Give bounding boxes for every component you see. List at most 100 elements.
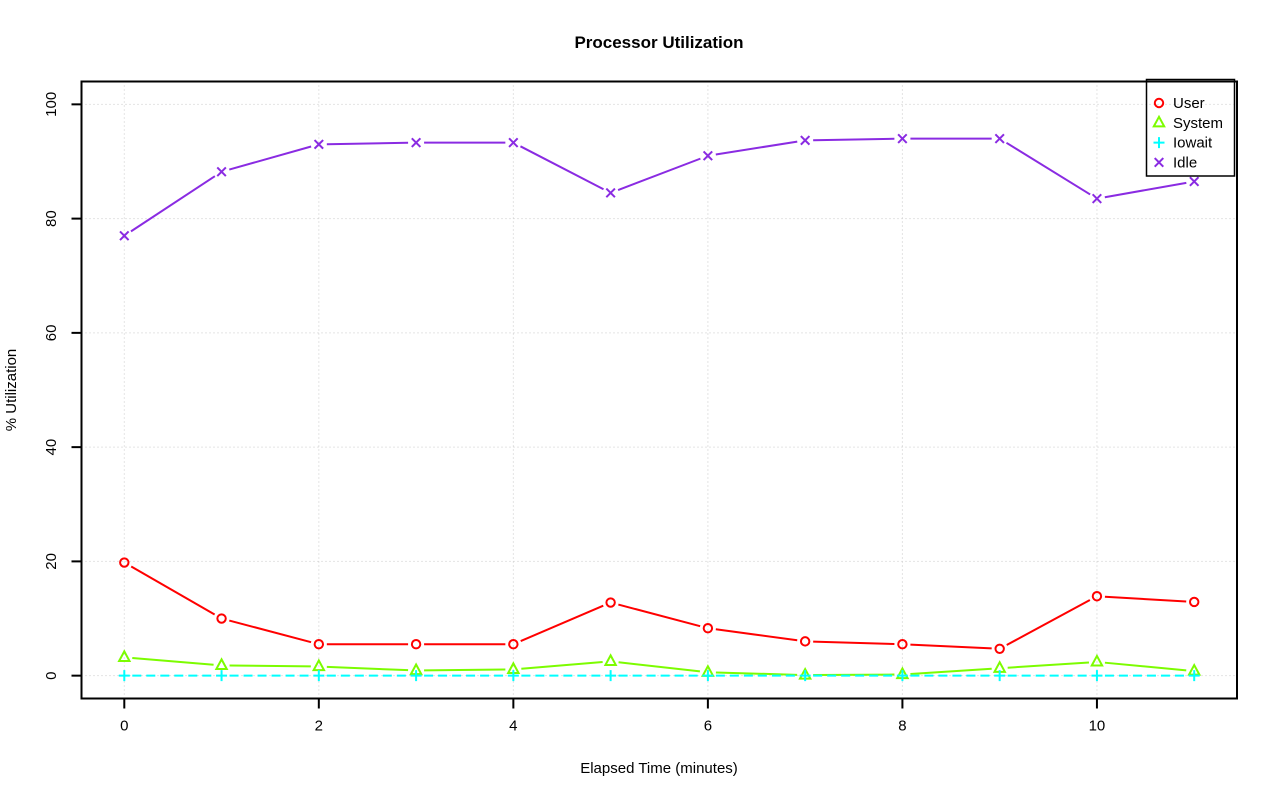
x-axis-label: Elapsed Time (minutes) [580, 760, 738, 777]
data-point-x [1153, 157, 1165, 168]
series-line-segment [1005, 141, 1091, 196]
data-point-circle [702, 623, 714, 634]
data-point-circle [216, 613, 227, 624]
series-line-segment [618, 661, 701, 673]
series-system [117, 649, 1202, 680]
series-line-segment [520, 604, 604, 642]
series-line-segment [130, 175, 216, 233]
legend-label-user: User [1173, 95, 1205, 112]
data-point-plus [507, 670, 519, 682]
y-tick-label: 100 [43, 92, 60, 117]
data-point-x [508, 137, 519, 148]
data-point-x [313, 139, 324, 150]
data-point-circle [508, 639, 519, 650]
data-point-plus [216, 670, 228, 682]
series-line-segment [618, 603, 701, 628]
data-point-x [897, 133, 908, 144]
series-line-segment [228, 145, 312, 171]
series-line-segment [910, 667, 992, 675]
series-line-segment [1007, 661, 1090, 669]
data-point-x [605, 187, 616, 198]
series-line-segment [424, 668, 506, 672]
data-point-circle [897, 639, 908, 650]
series-line-segment [617, 157, 701, 191]
data-point-plus [799, 670, 811, 682]
data-point-circle [799, 636, 811, 647]
data-point-circle [1153, 97, 1165, 109]
data-point-triangle [117, 649, 132, 662]
data-point-plus [118, 670, 130, 682]
data-point-circle [994, 643, 1005, 654]
x-tick-label: 2 [315, 718, 323, 735]
data-series [117, 133, 1202, 682]
legend-label-idle: Idle [1173, 154, 1197, 171]
data-point-x [1091, 193, 1102, 204]
series-user [119, 557, 1200, 654]
data-point-circle [605, 597, 616, 608]
data-point-x [411, 137, 422, 148]
x-tick-label: 0 [120, 718, 128, 735]
data-point-plus [1091, 670, 1103, 682]
data-point-plus [896, 670, 908, 682]
y-tick-label: 40 [43, 439, 60, 456]
legend: User System Iowait Idle [1145, 78, 1236, 177]
legend-box [1145, 78, 1236, 177]
x-tick-label: 8 [898, 718, 906, 735]
legend-label-system: System [1173, 115, 1223, 132]
data-point-circle [1091, 591, 1103, 602]
y-tick-label: 20 [43, 553, 60, 570]
series-line-segment [520, 145, 604, 191]
data-point-plus [605, 670, 617, 682]
data-point-triangle [1152, 114, 1166, 128]
series-line-segment [132, 657, 214, 666]
y-tick-label: 80 [43, 210, 60, 227]
series-iowait [118, 670, 1200, 682]
data-point-triangle [603, 653, 618, 666]
data-point-triangle [214, 657, 229, 670]
series-line-segment [229, 619, 312, 644]
data-point-plus [702, 670, 714, 682]
y-tick-label: 0 [43, 671, 60, 679]
series-line-segment [521, 661, 603, 670]
data-point-plus [1153, 137, 1165, 149]
series-line-segment [1104, 181, 1187, 199]
series-line-segment [715, 671, 798, 676]
series-line-segment [1104, 595, 1187, 603]
y-axis-label: % Utilization [3, 349, 20, 432]
plot-border [80, 80, 1238, 700]
data-point-plus [313, 670, 325, 682]
series-line-segment [326, 665, 409, 672]
series-idle [119, 133, 1200, 241]
data-point-circle [410, 639, 422, 650]
x-tick-label: 10 [1089, 718, 1106, 735]
series-line-segment [715, 140, 798, 156]
data-point-x [702, 150, 713, 161]
data-point-x [1189, 176, 1200, 187]
series-line-segment [326, 141, 409, 146]
data-point-x [119, 230, 130, 241]
x-tick-label: 6 [704, 718, 712, 735]
series-line-segment [715, 628, 798, 642]
data-point-x [216, 166, 227, 177]
series-line-segment [1006, 599, 1091, 646]
series-line-segment [229, 664, 311, 668]
data-point-circle [313, 639, 325, 650]
data-point-plus [1188, 670, 1200, 682]
data-point-x [800, 135, 811, 146]
data-point-triangle [311, 658, 326, 672]
series-line-segment [1104, 661, 1187, 672]
data-point-circle [119, 557, 130, 568]
data-point-x [994, 133, 1005, 144]
data-point-plus [994, 670, 1006, 682]
data-point-circle [1189, 596, 1200, 608]
series-line-segment [130, 565, 216, 616]
series-line-segment [813, 640, 895, 645]
legend-label-iowait: Iowait [1173, 135, 1213, 152]
series-line-segment [813, 137, 895, 142]
series-line-segment [910, 643, 992, 650]
x-tick-label: 4 [509, 718, 517, 735]
y-tick-label: 60 [43, 325, 60, 342]
